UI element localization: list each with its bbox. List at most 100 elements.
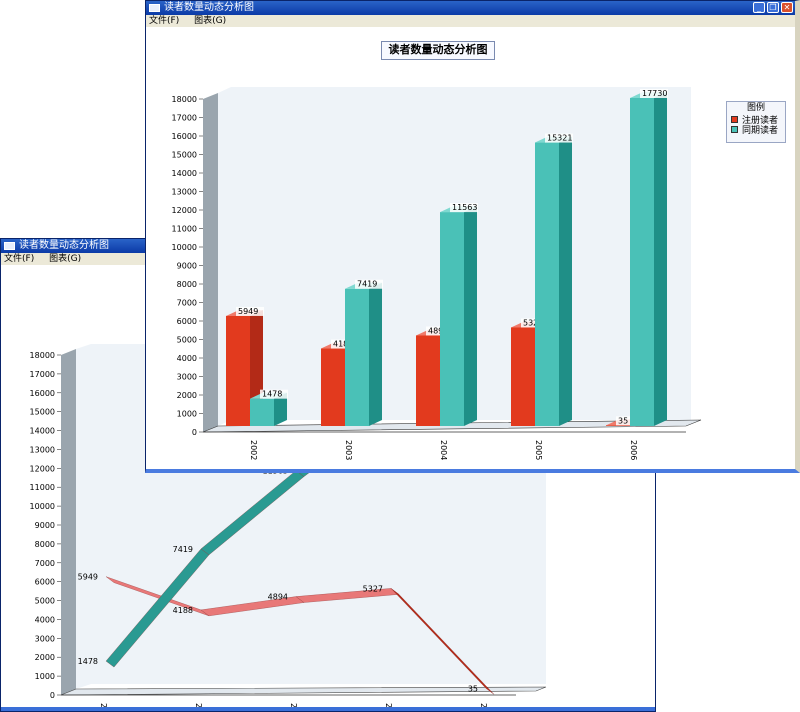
- legend-swatch-registered: [731, 115, 738, 123]
- bar-0-0-front: [226, 315, 250, 426]
- bar-0-2-top: [416, 329, 453, 336]
- bar-0-4-data-label: 35: [618, 416, 628, 425]
- bar-1-3-front: [535, 142, 559, 426]
- bar-0-1-side: [345, 342, 358, 426]
- x-tick-label-2: 2004: [439, 440, 448, 460]
- bar-1-0-front: [250, 398, 274, 426]
- bar-1-0-data-label: 1478: [262, 390, 282, 399]
- bar-1-1-label-bg: [355, 279, 383, 289]
- line-0-point-3-label: 5327: [363, 584, 383, 593]
- window-icon: [4, 242, 15, 250]
- x-axis-floor: [60, 686, 547, 696]
- bar-1-3-side: [559, 136, 572, 426]
- front-window: 读者数量动态分析图 _ ❐ ✕ 文件(F) 图表(G) 读者数量动态分析图 图例…: [145, 0, 800, 473]
- bar-0-0-data-label: 5949: [238, 307, 258, 316]
- bar-0-0-label-bg: [236, 306, 264, 316]
- y-tick-label-7: 7000: [35, 559, 55, 568]
- y-tick-label-2: 2000: [177, 391, 197, 400]
- restore-button[interactable]: ❐: [767, 2, 779, 13]
- y-tick-label-17: 17000: [30, 370, 55, 379]
- y-tick-label-10: 10000: [30, 502, 55, 511]
- y-tick-label-6: 6000: [35, 578, 55, 587]
- line-0-point-4-label: 35: [468, 684, 478, 693]
- y-tick-label-11: 11000: [172, 225, 197, 234]
- legend-label-concurrent: 同期读者: [742, 125, 779, 136]
- window-icon: [149, 4, 160, 12]
- x-tick-label-4: 2006: [629, 440, 638, 460]
- bar-1-2-data-label: 11563: [452, 203, 477, 212]
- bar-1-4-side: [654, 91, 667, 427]
- bar-1-3-top: [535, 136, 572, 143]
- bar-0-3-side: [535, 321, 548, 426]
- bar-0-3-data-label: 5327: [523, 318, 543, 327]
- y-tick-label-9: 9000: [35, 521, 55, 530]
- y-tick-label-12: 12000: [30, 464, 55, 473]
- bar-0-4-top: [606, 419, 643, 426]
- x-axis-floor: [202, 419, 702, 433]
- chart-title: 读者数量动态分析图: [381, 41, 495, 60]
- y-tick-label-5: 5000: [35, 597, 55, 606]
- bar-1-4-front: [630, 97, 654, 427]
- bar-1-0-side: [274, 392, 287, 426]
- y-tick-label-3: 3000: [35, 634, 55, 643]
- bar-0-1-top: [321, 342, 358, 349]
- y-tick-label-14: 14000: [30, 427, 55, 436]
- bar-1-1-side: [369, 282, 382, 426]
- bar-0-2-front: [416, 335, 440, 426]
- bar-0-2-data-label: 4894: [428, 326, 448, 335]
- y-tick-label-1: 1000: [35, 672, 55, 681]
- y-tick-label-13: 13000: [172, 188, 197, 197]
- bar-0-0-top: [226, 309, 263, 316]
- y-tick-label-16: 16000: [30, 389, 55, 398]
- bar-1-1-front: [345, 288, 369, 426]
- y-axis-wall: [203, 93, 218, 432]
- bar-1-4-top: [630, 91, 667, 98]
- plot-background: [218, 87, 691, 426]
- bar-1-4-data-label: 17730: [642, 89, 667, 98]
- legend-swatch-concurrent: [731, 125, 738, 133]
- minimize-button[interactable]: _: [753, 2, 765, 13]
- x-tick-label-0: 2002: [249, 440, 258, 460]
- bar-0-3-top: [511, 321, 548, 328]
- legend-item-concurrent: 同期读者: [731, 124, 785, 136]
- x-tick-label-1: 2003: [344, 440, 353, 460]
- front-window-titlebar[interactable]: 读者数量动态分析图 _ ❐ ✕: [146, 1, 795, 15]
- y-tick-label-13: 13000: [30, 445, 55, 454]
- menu-file[interactable]: 文件(F): [4, 254, 35, 264]
- bar-1-1-data-label: 7419: [357, 280, 377, 289]
- y-tick-label-14: 14000: [172, 169, 197, 178]
- bar-1-0-top: [250, 392, 287, 399]
- close-button[interactable]: ✕: [781, 2, 793, 13]
- y-tick-label-2: 2000: [35, 653, 55, 662]
- y-tick-label-4: 4000: [35, 615, 55, 624]
- front-window-menubar: 文件(F) 图表(G): [146, 15, 795, 27]
- bar-1-2-front: [440, 212, 464, 426]
- menu-chart[interactable]: 图表(G): [49, 254, 82, 264]
- y-tick-label-8: 8000: [177, 280, 197, 289]
- bar-chart: 0 1000 2000 3000 4000 5000 6000 7000 8000 9000 100…: [172, 87, 702, 460]
- bar-1-2-top: [440, 206, 477, 213]
- y-tick-label-3: 3000: [177, 373, 197, 382]
- y-tick-label-10: 10000: [172, 243, 197, 252]
- bar-0-2-side: [440, 329, 453, 426]
- bar-0-0-side: [250, 309, 263, 426]
- bar-1-0-label-bg: [260, 389, 288, 399]
- menu-chart[interactable]: 图表(G): [194, 16, 227, 26]
- bar-1-4-label-bg: [640, 88, 668, 98]
- line-0-point-1-label: 4188: [173, 606, 193, 615]
- y-tick-label-7: 7000: [177, 299, 197, 308]
- bar-0-1-data-label: 4188: [333, 340, 353, 349]
- menu-file[interactable]: 文件(F): [149, 16, 180, 26]
- bar-0-4-front: [606, 425, 630, 426]
- bar-0-3-front: [511, 327, 535, 426]
- bar-0-4-side: [630, 419, 643, 426]
- legend-title: 图例: [746, 103, 765, 113]
- bar-1-3-label-bg: [545, 133, 573, 143]
- bar-1-1-top: [345, 282, 382, 289]
- line-1-point-0-label: 1478: [78, 657, 98, 666]
- line-1-point-1-label: 7419: [173, 545, 193, 554]
- bar-0-3-label-bg: [521, 318, 549, 328]
- y-tick-label-6: 6000: [177, 317, 197, 326]
- line-0-segment-3: [390, 588, 495, 695]
- back-window-bottom-border: [1, 707, 655, 711]
